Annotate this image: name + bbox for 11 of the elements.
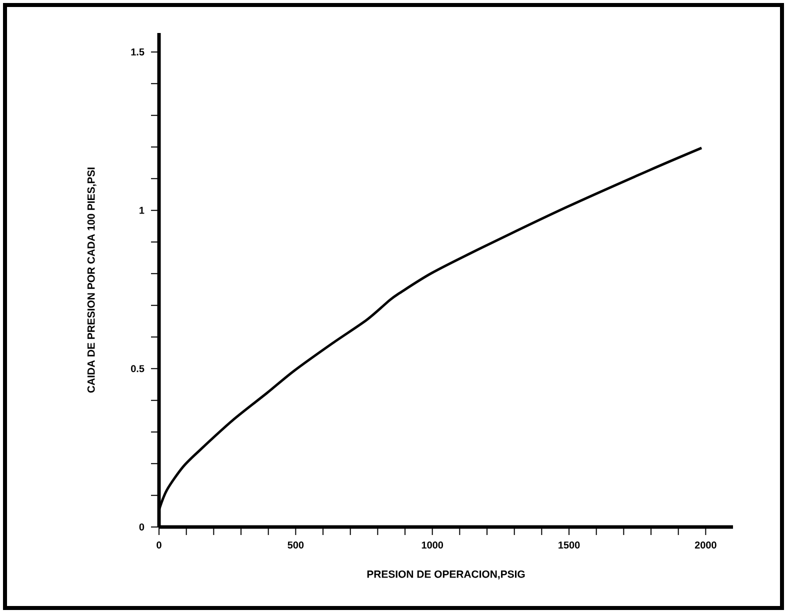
y-axis-title: CAIDA DE PRESION POR CADA 100 PIES,PSI [87, 168, 96, 393]
x-axis-title: PRESION DE OPERACION,PSIG [367, 570, 525, 580]
y-tick-label: 0.5 [131, 365, 144, 372]
x-tick-label: 0 [156, 542, 162, 549]
y-tick-label: 0 [139, 523, 144, 531]
y-tick-label: 1.5 [131, 48, 144, 56]
x-tick-label: 1500 [558, 542, 580, 549]
y-tick-label: 1 [140, 206, 144, 214]
x-tick-label: 500 [288, 542, 304, 549]
x-tick-label: 1000 [422, 542, 444, 549]
x-tick-label: 2000 [694, 542, 716, 549]
